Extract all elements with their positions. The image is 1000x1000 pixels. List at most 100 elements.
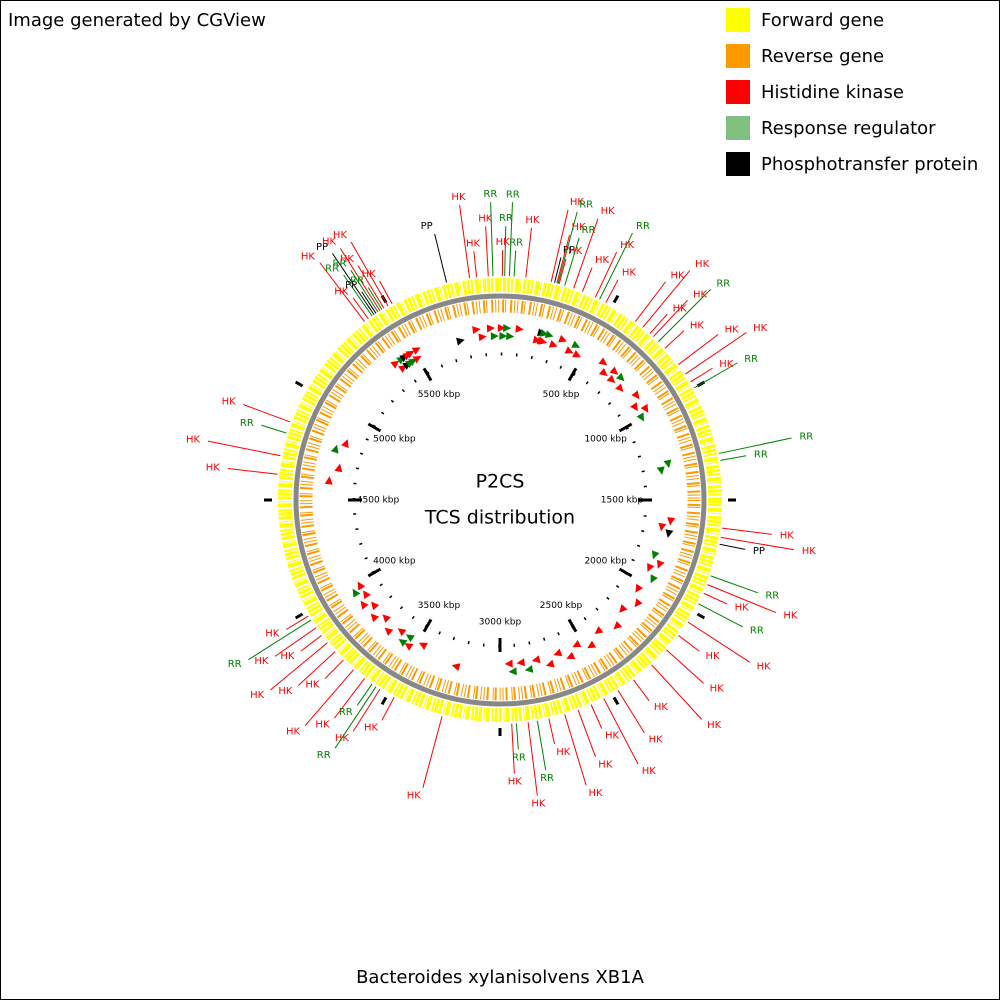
feature-marker <box>499 331 508 340</box>
feature-leader <box>664 330 685 349</box>
feature-leader <box>722 527 772 535</box>
feature-label: RR <box>512 752 526 763</box>
feature-label: RR <box>636 221 650 232</box>
feature-marker <box>405 350 415 359</box>
feature-label: HK <box>265 629 280 640</box>
forward-gene-ring <box>278 278 722 722</box>
tick-label: 3500 kbp <box>418 601 461 611</box>
feature-leader <box>490 202 494 277</box>
feature-label: HK <box>780 530 795 541</box>
feature-label: HK <box>654 702 669 713</box>
feature-marker <box>478 333 487 342</box>
feature-label: HK <box>649 735 664 746</box>
legend-swatch <box>726 152 750 176</box>
feature-marker <box>360 600 369 610</box>
feature-label: HK <box>588 788 603 799</box>
outer-tick-mark <box>294 612 304 620</box>
feature-leader <box>605 279 619 303</box>
feature-leader <box>339 248 381 312</box>
reverse-gene-ring <box>299 299 701 701</box>
outer-tick-mark <box>696 612 706 620</box>
feature-marker <box>398 364 407 373</box>
feature-leader <box>274 627 317 657</box>
feature-leader <box>710 575 758 594</box>
feature-leader <box>243 404 291 423</box>
feature-marker <box>330 444 339 454</box>
feature-leader <box>633 679 650 702</box>
feature-label: HK <box>286 727 301 738</box>
feature-leader <box>536 720 547 771</box>
feature-label: HK <box>735 602 750 613</box>
feature-label: HK <box>670 270 685 281</box>
feature-label: HK <box>725 325 740 336</box>
feature-leader <box>720 536 794 551</box>
legend-swatch <box>726 80 750 104</box>
feature-marker <box>497 323 506 332</box>
feature-leader <box>703 592 728 605</box>
feature-marker <box>636 412 645 422</box>
outer-tick-mark <box>612 294 620 304</box>
feature-leader <box>513 250 517 277</box>
feature-marker <box>515 324 524 333</box>
legend-swatch <box>726 44 750 68</box>
feature-leader <box>304 669 355 726</box>
feature-label: HK <box>362 269 377 280</box>
feature-label: RR <box>333 258 347 269</box>
feature-label: HK <box>605 731 620 742</box>
feature-marker <box>613 620 623 630</box>
feature-leader <box>515 723 519 750</box>
feature-leader <box>300 635 322 652</box>
feature-leader <box>357 265 385 309</box>
feature-marker <box>619 604 628 613</box>
feature-leader <box>261 424 287 434</box>
feature-leader <box>635 281 667 322</box>
feature-leader <box>577 709 596 757</box>
map-subtitle: TCS distribution <box>424 507 575 529</box>
feature-marker <box>352 588 361 598</box>
feature-leader <box>666 649 704 684</box>
feature-label: HK <box>301 251 316 262</box>
feature-leader <box>652 299 688 338</box>
feature-marker <box>398 638 408 647</box>
feature-marker <box>615 383 624 392</box>
feature-label: HK <box>466 238 481 249</box>
feature-label: HK <box>595 255 610 266</box>
feature-label: HK <box>690 320 705 331</box>
feature-marker <box>656 466 665 475</box>
feature-leader <box>248 619 312 661</box>
feature-leader <box>719 543 746 550</box>
feature-label: HK <box>186 435 201 446</box>
tick-mark <box>567 618 578 633</box>
feature-marker <box>486 324 495 333</box>
feature-label: HK <box>598 759 613 770</box>
feature-label: HK <box>707 720 722 731</box>
feature-marker <box>571 340 581 348</box>
feature-leader <box>350 241 389 307</box>
feature-label: HK <box>333 230 348 241</box>
feature-marker <box>531 655 541 664</box>
feature-marker <box>558 334 568 343</box>
feature-label: RR <box>579 199 593 210</box>
tick-mark <box>422 618 433 633</box>
feature-label: HK <box>250 690 265 701</box>
feature-label: HK <box>695 259 710 270</box>
feature-label: HK <box>622 268 637 279</box>
feature-marker <box>606 374 616 384</box>
feature-leader <box>649 313 668 334</box>
feature-label: HK <box>572 222 587 233</box>
feature-leader <box>332 253 375 316</box>
feature-marker <box>538 336 548 345</box>
feature-label: RR <box>754 449 768 460</box>
feature-leader <box>599 232 633 300</box>
feature-marker <box>397 628 407 637</box>
feature-label: HK <box>280 651 295 662</box>
feature-label: HK <box>570 197 585 208</box>
feature-marker <box>667 517 676 526</box>
feature-leader <box>473 251 478 278</box>
feature-marker <box>647 562 655 572</box>
footer: Bacteroides xylanisolvens XB1A <box>356 967 645 988</box>
legend-label: Histidine kinase <box>761 82 904 103</box>
feature-leader <box>270 642 328 691</box>
feature-leader <box>594 251 618 298</box>
feature-leader <box>324 659 344 679</box>
